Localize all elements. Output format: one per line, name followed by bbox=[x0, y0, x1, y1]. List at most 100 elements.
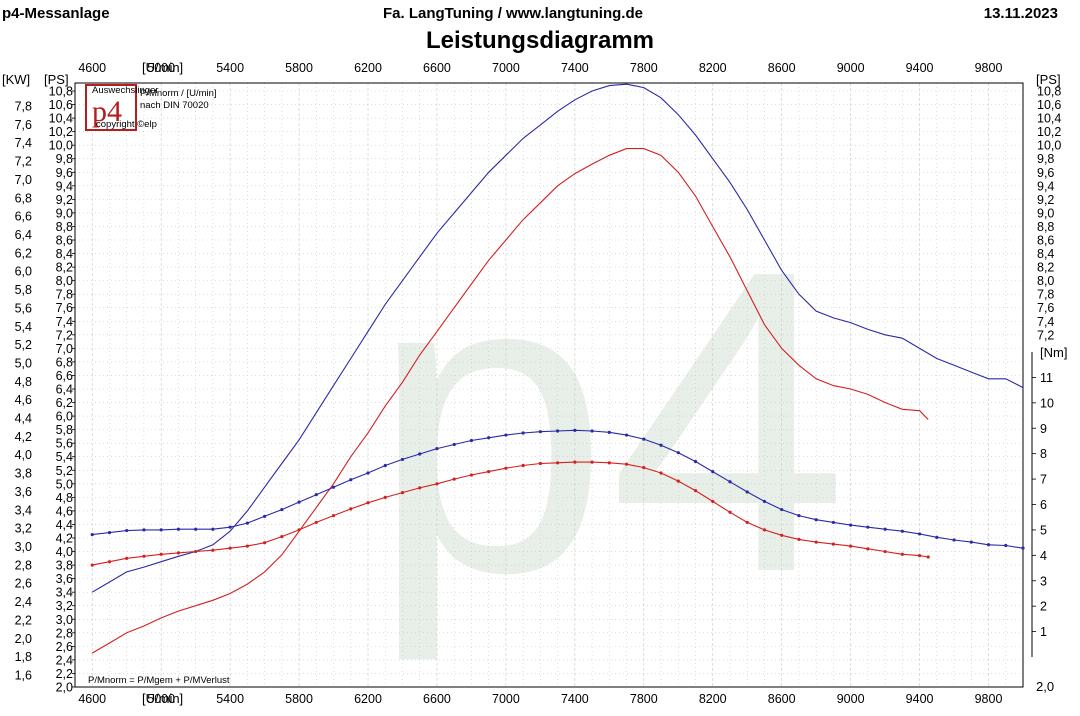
series-point-power-base bbox=[487, 436, 491, 440]
x-tick-label-bottom: 6200 bbox=[354, 692, 382, 706]
ps-tick-label-left: 2,4 bbox=[56, 653, 73, 667]
series-point-power-base bbox=[624, 433, 629, 437]
series-point-torque-base bbox=[263, 541, 267, 545]
kw-tick-label: 6,8 bbox=[15, 191, 32, 205]
ps-tick-label-left: 8,2 bbox=[56, 261, 73, 275]
ps-tick-label-right: 8,6 bbox=[1037, 234, 1054, 248]
series-point-power-base bbox=[107, 530, 112, 535]
ps-tick-label-left: 4,4 bbox=[56, 518, 73, 532]
series-point-torque-base bbox=[211, 548, 215, 552]
ps-tick-label-left: 10,2 bbox=[49, 125, 73, 139]
x-tick-label-top: 5400 bbox=[216, 61, 244, 75]
series-point-power-base bbox=[728, 480, 732, 484]
series-point-torque-base bbox=[435, 482, 439, 486]
ps-tick-label-left: 9,4 bbox=[56, 179, 73, 193]
series-point-torque-base bbox=[849, 544, 853, 548]
kw-tick-label: 7,8 bbox=[15, 100, 32, 114]
ps-tick-label-left: 5,6 bbox=[56, 437, 73, 451]
ps-tick-label-left: 9,8 bbox=[56, 152, 73, 166]
ps-tick-label-left: 10,4 bbox=[49, 112, 73, 126]
series-line-power-final bbox=[91, 83, 1024, 593]
ps-tick-label-left: 10,0 bbox=[49, 139, 73, 153]
x-tick-label-top: 7400 bbox=[561, 61, 589, 75]
series-point-power-base bbox=[349, 478, 353, 482]
series-point-power-base bbox=[435, 447, 439, 451]
kw-tick-label: 2,0 bbox=[15, 632, 32, 646]
kw-tick-label: 5,6 bbox=[15, 301, 32, 315]
series-point-power-base bbox=[642, 437, 646, 441]
series-point-power-base bbox=[297, 500, 301, 504]
series-point-power-base bbox=[659, 443, 663, 447]
series-point-torque-base bbox=[521, 463, 525, 468]
x-tick-label-bottom: 8600 bbox=[768, 692, 796, 706]
x-tick-label-bottom: 5800 bbox=[285, 692, 313, 706]
series-point-power-base bbox=[590, 429, 594, 433]
ps-tick-label-right: 7,8 bbox=[1037, 288, 1054, 302]
kw-tick-label: 5,0 bbox=[15, 356, 32, 370]
legend-line-2: nach DIN 70020 bbox=[140, 100, 209, 111]
series-point-torque-base bbox=[159, 552, 163, 556]
ps-tick-label-left: 6,4 bbox=[56, 383, 73, 397]
series-point-power-base bbox=[814, 518, 818, 522]
ps-tick-label-left: 9,6 bbox=[56, 166, 73, 180]
series-point-power-base bbox=[573, 428, 577, 432]
series-point-torque-base bbox=[314, 520, 318, 525]
x-tick-label-bottom: 9800 bbox=[975, 692, 1003, 706]
ps-axis-label-right: [PS] bbox=[1036, 72, 1061, 87]
ps-tick-label-left: 6,0 bbox=[56, 410, 73, 424]
x-tick-label-bottom: 5000 bbox=[147, 692, 175, 706]
ps-tick-label-left: 5,4 bbox=[56, 450, 73, 464]
kw-tick-label: 1,6 bbox=[15, 669, 32, 683]
ps-tick-label-left: 3,0 bbox=[56, 613, 73, 627]
x-tick-label-bottom: 8200 bbox=[699, 692, 727, 706]
series-point-torque-base bbox=[125, 556, 129, 560]
ps-tick-label-right: 9,8 bbox=[1037, 152, 1054, 166]
x-tick-label-bottom: 9400 bbox=[906, 692, 934, 706]
series-point-power-base bbox=[900, 529, 904, 533]
nm-tick-label: 6 bbox=[1040, 498, 1047, 512]
series-point-power-base bbox=[142, 528, 146, 532]
series-point-power-base bbox=[831, 520, 836, 525]
kw-tick-label: 7,0 bbox=[15, 173, 32, 187]
series-point-power-base bbox=[90, 533, 94, 537]
ps-tick-label-left: 3,8 bbox=[56, 559, 73, 573]
legend-line-1: P/Mnorm / [U/min] bbox=[140, 88, 217, 99]
x-tick-label-bottom: 6600 bbox=[423, 692, 451, 706]
kw-tick-label: 5,4 bbox=[15, 320, 32, 334]
ps-tick-label-left: 6,6 bbox=[56, 369, 73, 383]
ps-tick-label-right: 10,2 bbox=[1037, 125, 1061, 139]
kw-tick-label: 7,6 bbox=[15, 118, 32, 132]
series-point-torque-base bbox=[194, 549, 198, 554]
series-point-torque-base bbox=[107, 560, 112, 564]
x-tick-label-bottom: 5400 bbox=[216, 692, 244, 706]
ps-tick-label-left: 3,6 bbox=[56, 572, 73, 586]
series-point-power-base bbox=[521, 431, 525, 435]
ps-tick-label-left: 2,0 bbox=[56, 681, 73, 695]
ps-tick-label-left: 4,2 bbox=[56, 532, 73, 546]
series-point-torque-base bbox=[917, 554, 922, 558]
ps-tick-label-left: 4,8 bbox=[56, 491, 73, 505]
series-point-torque-base bbox=[556, 461, 560, 465]
kw-tick-label: 7,4 bbox=[15, 136, 32, 150]
series-point-power-base bbox=[986, 543, 991, 547]
ps-tick-label-left: 4,6 bbox=[56, 504, 73, 518]
ps-tick-label-left: 5,8 bbox=[56, 423, 73, 437]
x-tick-label-top: 7000 bbox=[492, 61, 520, 75]
ps-tick-label-left: 3,4 bbox=[56, 586, 73, 600]
nm-axis-label: [Nm] bbox=[1040, 345, 1067, 360]
series-point-torque-base bbox=[642, 465, 646, 470]
x-axis-label-top: [U/min] bbox=[142, 60, 183, 75]
kw-tick-label: 4,8 bbox=[15, 375, 32, 389]
series-point-power-base bbox=[331, 485, 336, 489]
series-line-torque-base bbox=[92, 461, 929, 566]
series-point-power-base bbox=[538, 430, 542, 434]
series-point-power-base bbox=[607, 430, 611, 434]
series-point-torque-base bbox=[280, 535, 284, 539]
series-point-torque-base bbox=[331, 514, 336, 518]
series-point-torque-base bbox=[400, 491, 405, 495]
series-point-torque-base bbox=[245, 544, 249, 548]
logo-text: p4 bbox=[92, 95, 122, 128]
kw-axis-label: [KW] bbox=[2, 72, 30, 87]
series-point-power-base bbox=[469, 438, 474, 443]
ps-tick-label-left: 2,2 bbox=[56, 667, 73, 681]
